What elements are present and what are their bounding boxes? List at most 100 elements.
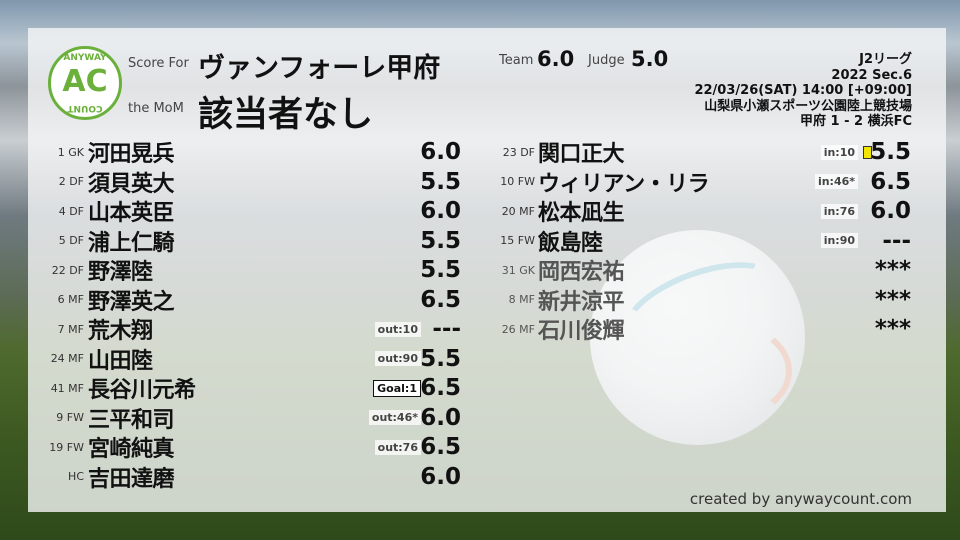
datetime: 22/03/26(SAT) 14:00 [+09:00] — [694, 83, 912, 98]
player-row: 4 DF 山本英臣 6.0 — [0, 196, 960, 226]
judge-score-label: Judge — [588, 53, 625, 68]
result: 甲府 1 - 2 横浜FC — [799, 114, 912, 129]
player-score: *** — [874, 286, 911, 313]
player-score: 5.5 — [420, 345, 461, 372]
player-name: 須貝英大 — [88, 171, 175, 197]
player-number-position: 24 MF — [50, 352, 84, 365]
yellow-card-icon — [863, 145, 872, 159]
player-name: 河田晃兵 — [88, 142, 175, 167]
player-score: *** — [874, 316, 911, 342]
player-number-position: 15 FW — [500, 234, 535, 247]
player-score: 6.0 — [420, 404, 461, 431]
player-name: ウィリアン・リラ — [538, 171, 710, 197]
sub-badge: in:76 — [820, 203, 858, 219]
sub-badge: in:10 — [820, 144, 858, 160]
player-number-position: 20 MF — [501, 204, 535, 218]
player-score: --- — [432, 316, 461, 342]
player-name: 浦上仁騎 — [88, 230, 175, 256]
player-name: 山田陸 — [88, 348, 153, 374]
player-score: 5.5 — [420, 257, 461, 283]
player-name: 山本英臣 — [88, 201, 175, 226]
player-name: 三平和司 — [88, 407, 175, 433]
credit: created by anywaycount.com — [689, 490, 912, 508]
player-number-position: 5 DF — [58, 234, 84, 247]
player-row: 15 FW 飯島陸 --- in:90 — [0, 226, 960, 256]
player-row: 41 MF 長谷川元希 6.5 Goal:1 — [0, 373, 960, 403]
player-row: 26 MF 石川俊輝 *** — [0, 314, 960, 344]
judge-score: 5.0 — [631, 47, 669, 71]
player-name: 新井涼平 — [538, 289, 625, 315]
player-score: 6.5 — [420, 434, 461, 460]
player-name: 荒木翔 — [88, 319, 153, 344]
player-number-position: 4 DF — [58, 204, 84, 218]
score-for-label: Score For — [128, 56, 189, 71]
player-row: 6 MF 野澤英之 6.5 — [0, 285, 960, 315]
player-row: 31 GK 岡西宏祐 *** — [0, 255, 960, 285]
player-number-position: 6 MF — [57, 293, 84, 306]
player-score: 6.5 — [420, 286, 461, 313]
player-score: 6.5 — [420, 375, 461, 401]
player-score: --- — [882, 227, 911, 254]
sub-badge: out:10 — [374, 321, 421, 337]
team-score: 6.0 — [537, 47, 575, 71]
player-number-position: 31 GK — [501, 263, 535, 277]
player-row: HC 吉田達磨 6.0 — [0, 462, 960, 492]
player-row: 10 FW ウィリアン・リラ 6.5 in:46* — [0, 167, 960, 197]
venue: 山梨県小瀬スポーツ公園陸上競技場 — [704, 98, 912, 114]
player-row: 2 DF 須貝英大 5.5 — [0, 167, 960, 197]
player-number-position: 22 DF — [51, 263, 84, 277]
player-number-position: 23 DF — [502, 145, 535, 159]
player-row: 5 DF 浦上仁騎 5.5 — [0, 226, 960, 256]
player-row: 20 MF 松本凪生 6.0 in:76 — [0, 196, 960, 226]
player-name: 関口正大 — [538, 142, 625, 167]
player-name: 松本凪生 — [538, 201, 625, 226]
mom-label: the MoM — [128, 101, 184, 116]
player-score: 5.5 — [870, 139, 911, 165]
player-score: *** — [874, 257, 911, 283]
player-number-position: 10 FW — [500, 175, 535, 188]
player-row: 1 GK 河田晃兵 6.0 — [0, 137, 960, 167]
player-name: 石川俊輝 — [538, 319, 625, 344]
player-name: 野澤陸 — [88, 260, 153, 285]
player-name: 野澤英之 — [88, 289, 175, 315]
logo-text-ac: AC — [62, 64, 108, 99]
player-row: 19 FW 宮崎純真 6.5 out:76 — [0, 432, 960, 462]
sub-badge: out:90 — [374, 351, 421, 366]
logo-text-top: ANYWAY — [63, 53, 107, 63]
score-panel — [28, 28, 946, 512]
player-name: 吉田達磨 — [88, 466, 175, 492]
sub-badge: out:76 — [374, 439, 421, 455]
player-number-position: 41 MF — [50, 381, 84, 395]
player-number-position: 9 FW — [56, 411, 84, 424]
player-number-position: 26 MF — [501, 322, 535, 336]
player-number-position: 7 MF — [57, 322, 84, 336]
match-info: J2リーグ 2022 Sec.6 22/03/26(SAT) 14:00 [+0… — [694, 52, 912, 130]
player-row: 24 MF 山田陸 5.5 out:90 — [0, 344, 960, 374]
logo-text-bottom: COUNT — [67, 103, 103, 113]
player-score: 6.5 — [870, 168, 911, 195]
player-name: 岡西宏祐 — [538, 260, 625, 285]
player-row: 7 MF 荒木翔 --- out:10 — [0, 314, 960, 344]
anywaycount-logo: ANYWAY AC COUNT — [48, 46, 122, 120]
league: J2リーグ — [859, 52, 912, 67]
player-number-position: 2 DF — [58, 175, 84, 188]
player-score: 6.0 — [420, 198, 461, 224]
player-number-position: 8 MF — [508, 293, 535, 306]
section: 2022 Sec.6 — [831, 67, 912, 83]
player-score: 6.0 — [420, 463, 461, 490]
player-name: 長谷川元希 — [88, 378, 196, 403]
mom-name: 該当者なし — [198, 95, 374, 135]
player-number-position: 19 FW — [49, 440, 84, 454]
player-row: 8 MF 新井涼平 *** — [0, 285, 960, 315]
player-number-position: 1 GK — [57, 145, 84, 159]
team-score-label: Team — [499, 53, 534, 68]
player-score: 5.5 — [420, 227, 461, 254]
player-row: 22 DF 野澤陸 5.5 — [0, 255, 960, 285]
player-row: 23 DF 関口正大 5.5 in:10 — [0, 137, 960, 167]
player-score: 5.5 — [420, 168, 461, 195]
sub-badge: in:90 — [820, 233, 858, 248]
player-number-position: HC — [68, 470, 84, 483]
player-score: 6.0 — [870, 198, 911, 224]
team-name: ヴァンフォーレ甲府 — [198, 53, 441, 84]
player-score: 6.0 — [420, 139, 461, 165]
